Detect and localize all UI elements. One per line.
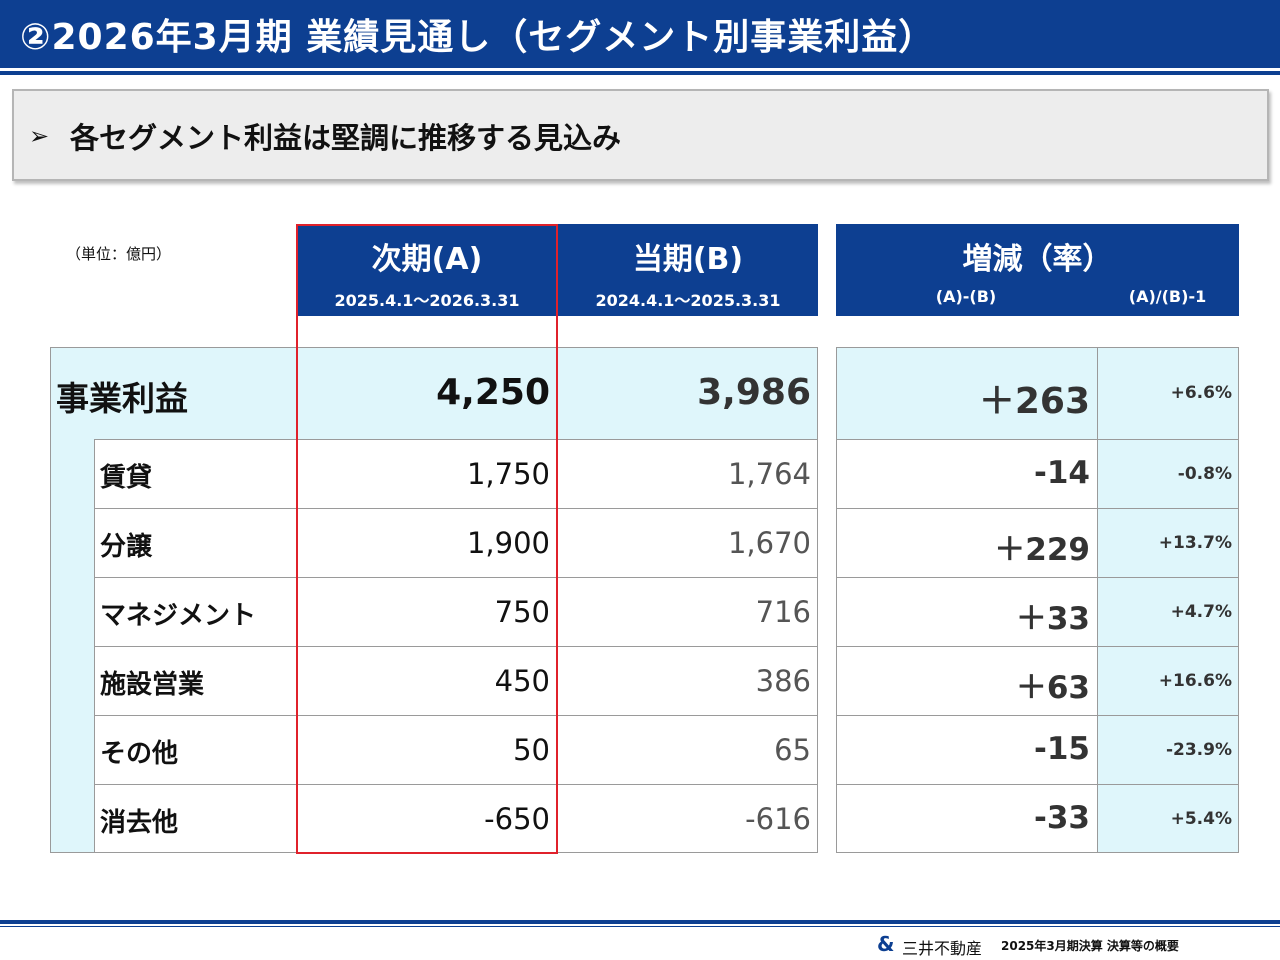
grid-line: [94, 784, 818, 785]
segment-next-value: 50: [513, 733, 550, 767]
segment-current-value: 1,764: [727, 457, 811, 491]
segment-rate-value: +13.7%: [1158, 533, 1232, 553]
segment-diff-value: -15: [1033, 731, 1090, 767]
segment-current-value: 386: [755, 664, 811, 698]
total-current-value: 3,986: [697, 372, 811, 413]
grid-line: [836, 715, 1239, 716]
segment-label: 賃貸: [100, 463, 153, 493]
header-change: 増減（率） (A)-(B) (A)/(B)-1: [836, 224, 1239, 316]
segment-current-value: 65: [774, 733, 811, 767]
segment-current-value: 1,670: [727, 526, 811, 560]
grid-line: [94, 439, 818, 440]
grid-line: [94, 508, 818, 509]
footer-divider: [0, 920, 1280, 924]
segment-rate-value: +5.4%: [1170, 809, 1232, 829]
header-change-diff: (A)-(B): [935, 287, 997, 306]
grid-line: [836, 577, 1239, 578]
total-rate-value: +6.6%: [1170, 383, 1232, 403]
segment-diff-value: -14: [1033, 455, 1090, 491]
summary-box: ➢ 各セグメント利益は堅調に推移する見込み: [12, 89, 1269, 181]
segment-diff-value: ＋33: [1015, 601, 1090, 637]
segment-label: 消去他: [100, 808, 179, 838]
total-row-label: 事業利益: [56, 379, 188, 418]
segment-diff-value: -33: [1033, 800, 1090, 836]
grid-line: [94, 577, 818, 578]
header-next-period-range: 2025.4.1～2026.3.31: [334, 291, 520, 310]
grid-line: [50, 852, 818, 853]
unit-note: （単位：億円）: [66, 245, 172, 263]
segment-label: その他: [100, 739, 179, 769]
segment-label: マネジメント: [100, 601, 257, 631]
summary-text: 各セグメント利益は堅調に推移する見込み: [70, 121, 622, 155]
grid-line: [836, 439, 1239, 440]
grid-line: [1097, 347, 1098, 853]
header-next-period: 次期(A) 2025.4.1～2026.3.31: [296, 224, 558, 316]
segment-next-value: 450: [494, 664, 550, 698]
header-current-period-range: 2024.4.1～2025.3.31: [595, 291, 781, 310]
grid-line: [836, 852, 1239, 853]
page-title: ②2026年3月期 業績見通し（セグメント別事業利益）: [20, 17, 936, 58]
segment-next-value: -650: [484, 802, 550, 836]
segment-rate-value: -23.9%: [1165, 740, 1232, 760]
segment-label: 分譲: [100, 532, 153, 562]
header-change-label: 増減（率）: [962, 242, 1113, 277]
grid-line: [836, 784, 1239, 785]
grid-line: [1238, 347, 1239, 853]
segment-rate-value: +16.6%: [1158, 671, 1232, 691]
title-bar: ②2026年3月期 業績見通し（セグメント別事業利益）: [0, 0, 1280, 68]
header-current-label: 当期(B): [632, 242, 744, 277]
footer-company-name: 三井不動産: [902, 939, 983, 958]
title-divider: [0, 68, 1280, 71]
grid-line: [836, 646, 1239, 647]
segment-diff-value: ＋63: [1015, 670, 1090, 706]
arrow-bullet-icon: ➢: [29, 122, 50, 150]
footer-divider-thin: [0, 926, 1280, 927]
company-logo-icon: &: [877, 932, 895, 956]
segment-diff-value: ＋229: [994, 532, 1090, 568]
grid-line: [50, 347, 818, 348]
segment-current-value: -616: [745, 802, 811, 836]
total-next-value: 4,250: [436, 372, 550, 413]
segment-rate-value: +4.7%: [1170, 602, 1232, 622]
total-change-bg: [836, 347, 1239, 439]
segment-next-value: 1,900: [466, 526, 550, 560]
grid-line: [817, 347, 818, 853]
total-row-bg: [50, 347, 818, 439]
segment-next-value: 750: [494, 595, 550, 629]
grid-line: [836, 508, 1239, 509]
indent-column-bg: [50, 439, 94, 853]
segment-current-value: 716: [755, 595, 811, 629]
segment-rate-value: -0.8%: [1177, 464, 1232, 484]
segment-label: 施設営業: [100, 670, 205, 700]
header-current-period: 当期(B) 2024.4.1～2025.3.31: [558, 224, 818, 316]
segment-next-value: 1,750: [466, 457, 550, 491]
grid-line: [836, 347, 1239, 348]
grid-line: [94, 715, 818, 716]
grid-line: [50, 347, 51, 853]
header-change-rate: (A)/(B)-1: [1128, 287, 1207, 306]
total-diff-value: ＋263: [978, 381, 1090, 422]
grid-line: [94, 646, 818, 647]
footer-document-title: 2025年3月期決算 決算等の概要: [1001, 939, 1179, 953]
grid-line: [836, 347, 837, 853]
title-divider-blue: [0, 71, 1280, 75]
header-next-label: 次期(A): [371, 242, 483, 277]
